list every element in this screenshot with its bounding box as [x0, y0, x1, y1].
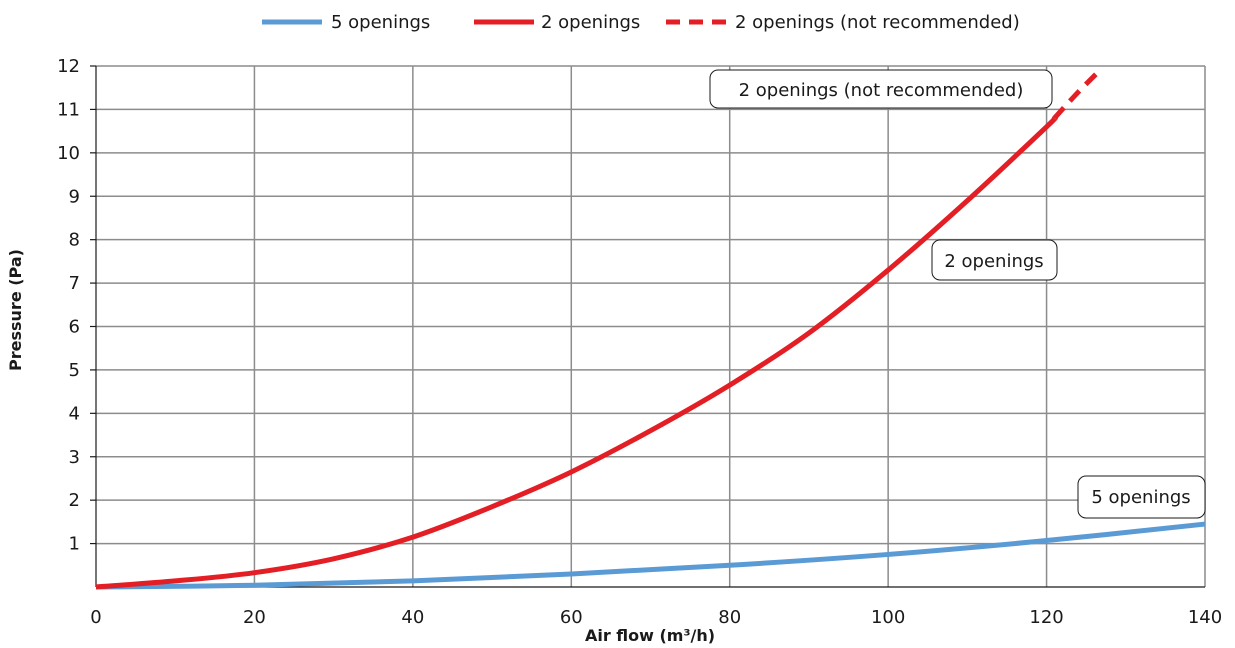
y-tick-label-11: 11 — [57, 99, 80, 120]
series-lines — [95, 66, 1206, 590]
x-tick-label-20: 20 — [243, 607, 266, 628]
annotation-2-openings-not-recommended: 2 openings (not recommended) — [709, 69, 1053, 109]
annotation-label: 5 openings — [1091, 487, 1190, 508]
x-tick-label-80: 80 — [718, 607, 741, 628]
x-tick-label-140: 140 — [1188, 607, 1222, 628]
gridlines — [96, 65, 1206, 587]
series-line-5-openings — [95, 521, 1206, 590]
annotation-label: 2 openings (not recommended) — [739, 80, 1024, 101]
legend-label-2-openings: 2 openings — [541, 12, 640, 33]
y-tick-label-3: 3 — [69, 447, 80, 468]
y-tick-label-7: 7 — [69, 273, 80, 294]
x-tick-label-0: 0 — [90, 607, 101, 628]
annotation-2-openings: 2 openings — [931, 239, 1058, 281]
annotation-box — [709, 69, 1053, 109]
legend-label-5-openings: 5 openings — [331, 12, 430, 33]
x-tick-label-40: 40 — [401, 607, 424, 628]
annotation-label: 2 openings — [944, 251, 1043, 272]
y-tick-label-5: 5 — [69, 360, 80, 381]
annotations: 2 openings (not recommended) 2 openings … — [709, 69, 1206, 519]
legend: 5 openings 2 openings 2 openings (not re… — [262, 12, 1020, 33]
y-tick-label-9: 9 — [69, 186, 80, 207]
y-axis-title: Pressure (Pa) — [6, 249, 25, 371]
y-tick-label-10: 10 — [57, 143, 80, 164]
annotation-5-openings: 5 openings — [1077, 475, 1206, 519]
y-tick-label-12: 12 — [57, 56, 80, 77]
y-tick-label-8: 8 — [69, 230, 80, 251]
annotation-box — [931, 239, 1058, 281]
series-line-2-openings-not-recommended — [1052, 66, 1104, 120]
y-tick-label-4: 4 — [69, 403, 80, 424]
x-tick-label-60: 60 — [560, 607, 583, 628]
annotation-box — [1077, 475, 1206, 519]
y-tick-label-1: 1 — [69, 534, 80, 555]
y-tick-label-2: 2 — [69, 490, 80, 511]
x-tick-labels: 0 20 40 60 80 100 120 140 — [90, 607, 1222, 628]
series-line-2-openings — [95, 115, 1058, 590]
x-axis-title: Air flow (m³/h) — [585, 626, 715, 645]
y-tick-label-6: 6 — [69, 317, 80, 338]
x-tick-label-100: 100 — [871, 607, 905, 628]
legend-label-2-openings-not-recommended: 2 openings (not recommended) — [735, 12, 1020, 33]
x-tick-label-120: 120 — [1029, 607, 1063, 628]
